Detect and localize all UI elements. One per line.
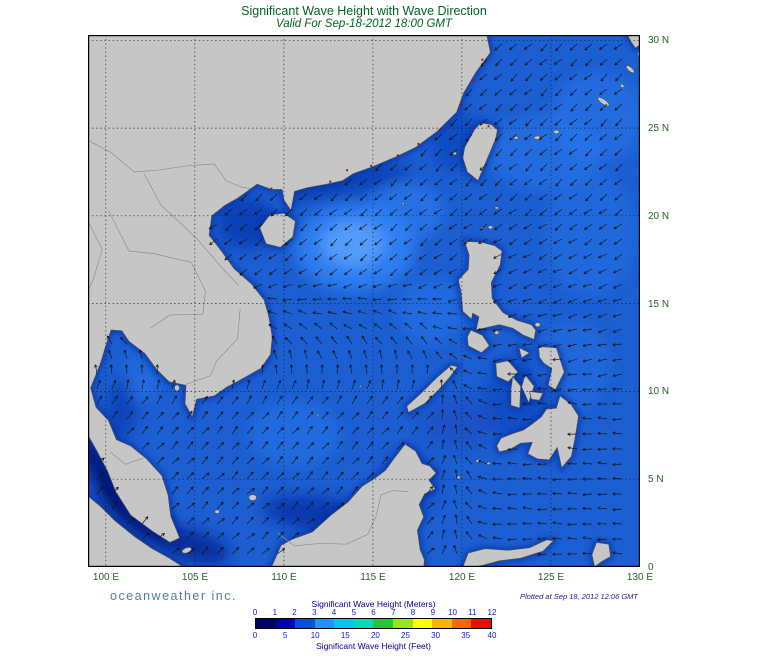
map-layers <box>88 35 640 567</box>
colorbar-segment <box>353 619 374 628</box>
x-axis-tick-label: 120 E <box>448 572 476 583</box>
feet-tick: 20 <box>370 631 380 640</box>
meters-tick: 12 <box>487 608 497 617</box>
wave-height-map <box>88 35 640 567</box>
colorbar-segment <box>256 619 276 628</box>
map-frame <box>88 35 640 567</box>
feet-tick: 35 <box>461 631 471 640</box>
colorbar-segment <box>412 619 433 628</box>
wave-height-colorbar <box>255 618 492 629</box>
coastal-city-dots-layer <box>270 58 490 190</box>
meters-tick: 7 <box>391 608 396 617</box>
meters-tick: 11 <box>468 608 477 617</box>
meters-tick: 2 <box>292 608 297 617</box>
land-layer <box>88 35 640 567</box>
valid-time-subtitle: Valid For Sep-18-2012 18:00 GMT <box>276 18 452 30</box>
colorbar-segment <box>275 619 296 628</box>
x-axis-tick-label: 105 E <box>181 572 209 583</box>
x-axis-tick-label: 130 E <box>626 572 654 583</box>
colorbar-segment <box>393 619 413 628</box>
feet-tick: 0 <box>252 631 258 640</box>
plotted-timestamp: Plotted at Sep 18, 2012 12:06 GMT <box>520 592 638 601</box>
y-axis-tick-label: 5 N <box>648 474 664 485</box>
wave-direction-arrows-layer <box>94 43 623 557</box>
legend-meters-label: Significant Wave Height (Meters) <box>311 599 436 609</box>
feet-tick: 5 <box>282 631 288 640</box>
y-axis-tick-label: 25 N <box>648 123 670 134</box>
x-axis-tick-label: 115 E <box>360 572 386 583</box>
meters-tick: 0 <box>252 608 258 617</box>
meters-tick: 4 <box>331 608 337 617</box>
y-axis-tick-label: 0 <box>648 562 654 573</box>
colorbar-segment <box>314 619 335 628</box>
y-axis-tick-label: 20 N <box>648 211 670 222</box>
x-axis-tick-label: 100 E <box>92 572 120 583</box>
meters-tick: 6 <box>371 608 376 617</box>
y-axis-tick-label: 10 N <box>648 386 670 397</box>
feet-tick: 30 <box>431 631 441 640</box>
x-axis-tick-label: 110 E <box>271 572 297 583</box>
country-border-layer <box>88 139 409 547</box>
colorbar-segment <box>451 619 472 628</box>
x-axis-tick-label: 125 E <box>537 572 565 583</box>
page-title: Significant Wave Height with Wave Direct… <box>241 4 487 18</box>
feet-tick: 10 <box>310 631 320 640</box>
meters-tick: 8 <box>410 608 416 617</box>
meters-tick: 3 <box>312 608 317 617</box>
colorbar-segment <box>373 619 394 628</box>
feet-tick: 25 <box>401 631 410 640</box>
y-axis-tick-label: 30 N <box>648 35 670 46</box>
legend-feet-ticks: 0 5 10 15 20 25 30 35 40 <box>252 631 497 641</box>
meters-tick: 5 <box>351 608 357 617</box>
graticule-layer <box>88 35 640 567</box>
meters-tick: 1 <box>272 608 278 617</box>
feet-tick: 15 <box>340 631 350 640</box>
colorbar-segment <box>432 619 452 628</box>
meters-tick: 10 <box>448 608 457 617</box>
colorbar-segment <box>471 619 491 628</box>
feet-tick: 40 <box>487 631 497 640</box>
oceanweather-branding: oceanweather inc. <box>110 589 237 603</box>
colorbar-segment <box>334 619 354 628</box>
legend-meters-ticks: 0 1 2 3 4 5 6 7 8 9 10 11 12 <box>252 608 497 618</box>
legend-feet-label: Significant Wave Height (Feet) <box>316 641 431 651</box>
meters-tick: 9 <box>430 608 436 617</box>
colorbar-segment <box>295 619 315 628</box>
y-axis-tick-label: 15 N <box>648 299 670 310</box>
